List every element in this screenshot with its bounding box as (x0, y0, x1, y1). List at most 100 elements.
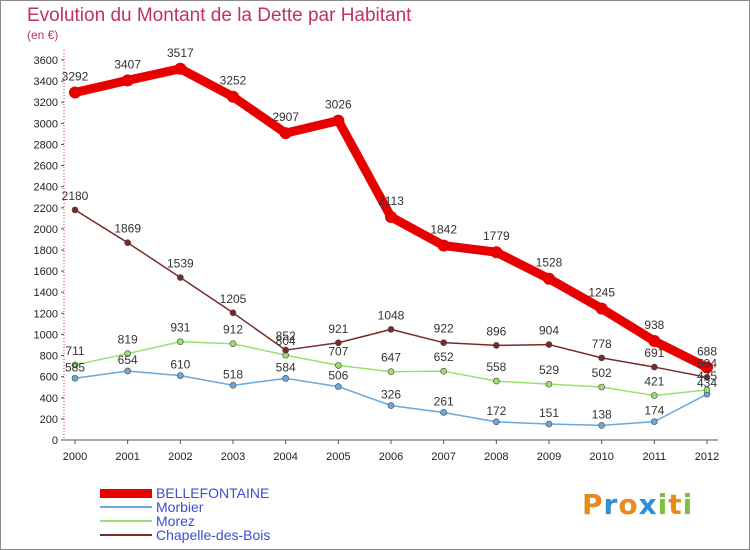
y-tick-label: 800 (40, 351, 58, 363)
data-label: 1842 (430, 223, 457, 237)
data-label: 594 (697, 356, 717, 370)
data-point (279, 127, 292, 140)
data-label: 518 (223, 367, 243, 381)
data-point (440, 409, 447, 416)
data-point (177, 372, 184, 379)
series-layer (69, 62, 713, 429)
x-tick-label: 2011 (643, 451, 667, 463)
data-point (703, 373, 711, 381)
data-label: 1245 (588, 286, 615, 300)
data-label: 2113 (378, 194, 404, 208)
data-point (335, 339, 342, 347)
legend-label: Morez (156, 513, 195, 529)
data-point (387, 368, 395, 376)
chart-title: Evolution du Montant de la Dette par Hab… (27, 5, 412, 26)
x-tick-label: 2005 (326, 451, 350, 463)
x-tick-label: 2009 (537, 451, 561, 463)
data-point (229, 382, 237, 389)
data-label: 421 (644, 375, 664, 389)
data-label: 896 (486, 324, 506, 338)
data-label: 584 (276, 360, 296, 374)
data-label: 3407 (114, 57, 141, 71)
x-tick-label: 2003 (221, 451, 245, 463)
legend-label: Morbier (156, 499, 204, 515)
data-point (440, 339, 447, 346)
data-label: 1205 (220, 292, 247, 306)
legend-label: Chapelle-des-Bois (156, 527, 271, 543)
data-point (124, 367, 131, 375)
logo-letter: P (582, 488, 604, 521)
logo-letter: t (668, 488, 683, 521)
y-tick-label: 600 (40, 372, 58, 384)
x-tick-label: 2004 (273, 451, 297, 463)
data-label: 1539 (167, 257, 194, 271)
data-label: 3252 (220, 74, 247, 88)
data-label: 819 (118, 333, 138, 347)
data-point (174, 62, 187, 75)
data-point (493, 342, 500, 349)
data-label: 326 (381, 388, 401, 402)
data-point (490, 246, 503, 259)
data-label: 2180 (62, 189, 89, 203)
data-label: 688 (697, 344, 717, 358)
data-label: 3517 (167, 46, 194, 60)
y-tick-label: 2200 (34, 203, 58, 215)
data-label: 585 (65, 360, 85, 374)
proxiti-logo: Proxiti (582, 488, 693, 521)
data-label: 174 (644, 404, 664, 418)
data-point (282, 346, 289, 354)
data-point (71, 374, 79, 382)
data-label: 921 (328, 322, 348, 336)
data-point (493, 377, 500, 385)
data-label: 654 (118, 353, 138, 367)
data-point (227, 90, 239, 103)
data-label: 647 (381, 351, 401, 365)
data-label: 904 (539, 324, 559, 338)
data-point (595, 302, 608, 315)
x-tick-label: 2010 (589, 451, 613, 463)
y-tick-label: 1000 (34, 329, 58, 341)
data-point (385, 210, 397, 223)
data-label: 652 (434, 350, 454, 364)
data-point (545, 380, 553, 388)
legend-swatch (100, 488, 152, 498)
x-tick-label: 2000 (63, 451, 87, 463)
data-label: 434 (697, 376, 717, 390)
data-point (651, 363, 658, 371)
data-label: 3292 (62, 70, 89, 84)
data-point (335, 383, 342, 390)
data-label: 707 (328, 344, 348, 358)
data-label: 711 (65, 344, 84, 358)
data-point (387, 402, 395, 409)
data-label: 1048 (378, 308, 405, 322)
data-point (440, 367, 447, 375)
data-label: 912 (223, 323, 243, 337)
y-tick-label: 2000 (34, 224, 58, 236)
x-tick-label: 2002 (168, 451, 192, 463)
data-point (598, 354, 605, 362)
y-tick-label: 2800 (34, 139, 58, 151)
data-point (124, 239, 131, 247)
data-label: 1528 (536, 256, 563, 270)
data-label: 2907 (272, 110, 299, 124)
data-point (71, 206, 79, 214)
data-label: 558 (486, 360, 506, 374)
data-label: 852 (276, 329, 296, 343)
data-label: 172 (486, 404, 506, 418)
data-label: 778 (592, 337, 612, 351)
data-label: 610 (170, 358, 190, 372)
data-point (177, 338, 184, 346)
y-tick-label: 1600 (34, 266, 58, 278)
legend-label: BELLEFONTAINE (156, 485, 270, 501)
y-tick-label: 2600 (34, 161, 58, 173)
axes: 0 200 400 600 800 1000 1200 1400 1600 1800 2000 220… (34, 50, 719, 463)
chart-subtitle: (en €) (27, 28, 59, 42)
data-point (437, 239, 450, 252)
x-tick-label: 2008 (484, 451, 508, 463)
logo-letter: x (638, 488, 658, 521)
y-tick-label: 2400 (34, 182, 58, 194)
data-label: 529 (539, 363, 559, 377)
y-tick-label: 400 (40, 393, 58, 405)
data-label: 502 (592, 366, 612, 380)
